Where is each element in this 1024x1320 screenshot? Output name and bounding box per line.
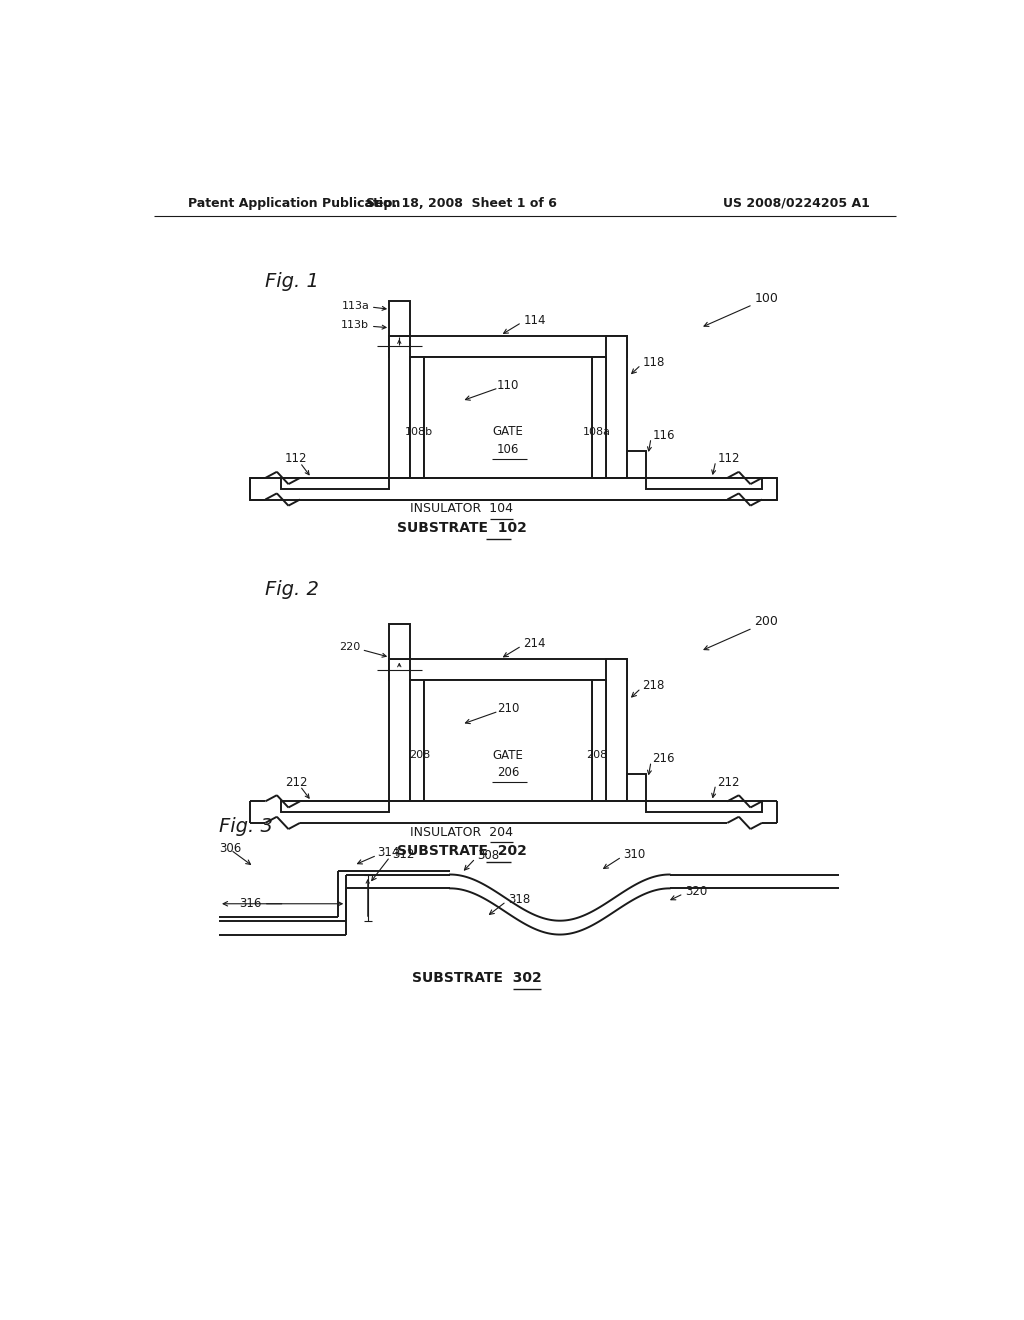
Text: 316: 316	[239, 898, 261, 911]
Text: 208: 208	[409, 750, 430, 760]
Text: 100: 100	[755, 292, 778, 305]
Bar	[424, 358, 592, 478]
Text: Fig. 1: Fig. 1	[265, 272, 319, 292]
Text: 312: 312	[392, 847, 415, 861]
Text: 320: 320	[685, 884, 708, 898]
Bar	[388, 335, 410, 478]
Text: 208: 208	[587, 750, 608, 760]
Bar	[605, 659, 628, 801]
Bar	[410, 358, 424, 478]
Text: 112: 112	[717, 453, 739, 465]
Text: INSULATOR  204: INSULATOR 204	[411, 825, 513, 838]
Text: 113b: 113b	[341, 319, 370, 330]
Text: 108b: 108b	[406, 426, 433, 437]
Bar	[410, 681, 424, 801]
Text: 308: 308	[477, 849, 499, 862]
Text: 220: 220	[339, 643, 360, 652]
Bar	[281, 478, 388, 488]
Text: SUBSTRATE  302: SUBSTRATE 302	[413, 972, 542, 986]
Text: 212: 212	[285, 776, 307, 788]
Bar	[250, 478, 777, 499]
Text: INSULATOR  104: INSULATOR 104	[411, 502, 513, 515]
Bar	[388, 659, 410, 801]
Text: 110: 110	[497, 379, 519, 392]
Text: 112: 112	[285, 453, 307, 465]
Text: 113a: 113a	[341, 301, 370, 312]
Bar	[605, 335, 628, 478]
Bar	[388, 301, 410, 335]
Bar	[628, 451, 646, 478]
Bar	[388, 335, 628, 356]
Text: 118: 118	[643, 356, 665, 370]
Text: SUBSTRATE  102: SUBSTRATE 102	[396, 521, 526, 535]
Bar	[281, 801, 388, 812]
Text: 218: 218	[643, 680, 665, 693]
Bar	[646, 801, 762, 812]
Bar	[424, 681, 592, 801]
Bar	[646, 478, 762, 488]
Text: 200: 200	[755, 615, 778, 628]
Text: 318: 318	[508, 892, 530, 906]
Text: 114: 114	[523, 314, 546, 326]
Text: Patent Application Publication: Patent Application Publication	[188, 197, 400, 210]
Text: 306: 306	[219, 842, 242, 855]
Text: GATE: GATE	[493, 425, 523, 438]
Text: 206: 206	[497, 767, 519, 779]
Bar	[388, 624, 410, 659]
Bar	[592, 681, 605, 801]
Text: SUBSTRATE  202: SUBSTRATE 202	[396, 845, 526, 858]
Text: 210: 210	[497, 702, 519, 715]
Text: 116: 116	[652, 429, 675, 442]
Text: 108a: 108a	[584, 426, 611, 437]
Text: 216: 216	[652, 752, 675, 766]
Bar	[628, 775, 646, 801]
Text: Sep. 18, 2008  Sheet 1 of 6: Sep. 18, 2008 Sheet 1 of 6	[367, 197, 557, 210]
Text: Fig. 2: Fig. 2	[265, 581, 319, 599]
Text: 212: 212	[717, 776, 739, 788]
Text: US 2008/0224205 A1: US 2008/0224205 A1	[723, 197, 869, 210]
Text: 310: 310	[624, 847, 645, 861]
Text: Fig. 3: Fig. 3	[219, 817, 273, 836]
Text: 314: 314	[377, 846, 399, 859]
Bar	[388, 659, 628, 681]
Bar	[592, 358, 605, 478]
Text: 214: 214	[523, 638, 546, 649]
Text: 106: 106	[497, 444, 519, 455]
Text: GATE: GATE	[493, 748, 523, 762]
